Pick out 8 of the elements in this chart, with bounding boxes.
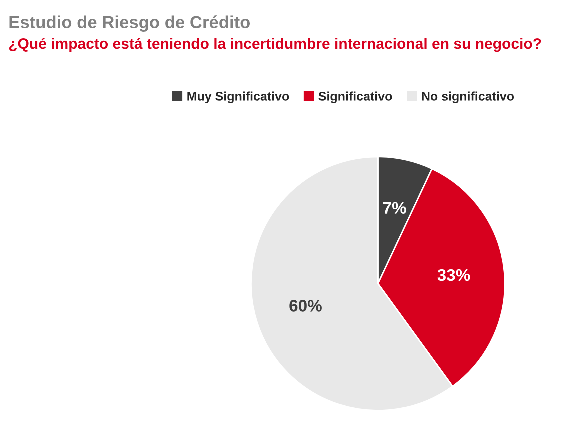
legend-label: Muy Significativo <box>188 92 290 104</box>
legend-label: No significativo <box>422 92 514 104</box>
legend-label: Significativo <box>318 92 392 104</box>
data-label: 7% <box>383 202 406 214</box>
chart-subtitle: ¿Qué impacto está teniendo la incertidumbre internacional en su negocio? <box>9 38 542 52</box>
chart-title: Estudio de Riesgo de Crédito <box>10 16 250 32</box>
data-label: 60% <box>290 300 322 312</box>
data-label: 33% <box>438 269 470 282</box>
